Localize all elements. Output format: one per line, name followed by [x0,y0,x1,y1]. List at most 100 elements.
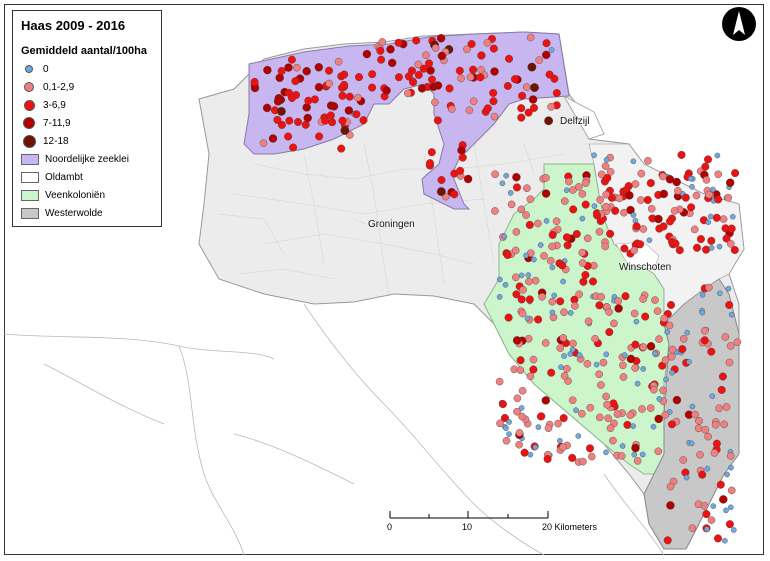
point-class-3 [666,501,675,510]
point-class-2 [483,104,492,113]
point-class-2 [504,313,513,322]
point-class-2 [581,200,590,209]
point-class-3 [646,342,656,351]
point-class-3 [436,34,446,43]
point-class-0 [717,290,723,297]
legend-dot-icon [21,117,37,129]
point-class-2 [489,44,498,53]
point-class-2 [586,444,595,453]
point-class-2 [696,235,705,244]
point-class-2 [310,95,319,104]
point-class-1 [378,38,387,46]
point-class-0 [656,396,663,402]
point-class-3 [625,191,634,200]
point-class-3 [362,49,372,59]
point-class-2 [698,470,707,479]
legend-swatch [21,153,39,165]
point-class-1 [523,184,531,192]
point-class-1 [466,73,475,81]
point-class-2 [579,277,588,286]
point-class-1 [596,413,604,422]
point-class-3 [665,175,675,184]
point-class-1 [668,345,677,354]
point-class-2 [458,153,467,162]
point-class-2 [668,420,677,429]
point-class-2 [555,259,564,268]
point-class-2 [394,73,403,82]
point-class-1 [561,197,569,205]
point-class-1 [575,183,583,191]
legend-item-class-0: 0 [21,61,49,77]
point-class-1 [546,256,555,265]
legend: Haas 2009 - 2016 Gemiddeld aantal/100ha … [12,10,162,227]
point-class-1 [701,326,709,335]
point-class-3 [268,134,278,143]
point-class-0 [724,471,730,478]
point-class-0 [524,315,531,322]
point-class-2 [345,92,354,101]
point-class-1 [529,355,538,364]
point-class-1 [465,106,474,115]
point-class-2 [394,38,403,47]
point-class-1 [727,486,736,495]
point-class-1 [463,45,471,54]
point-class-0 [707,213,714,220]
north-arrow-icon [722,7,756,41]
point-class-1 [710,449,719,457]
point-class-2 [455,66,464,75]
point-class-2 [707,347,716,356]
point-class-2 [534,315,543,324]
point-class-2 [725,301,734,310]
point-class-2 [717,385,726,394]
point-class-2 [641,312,650,321]
point-class-1 [704,432,712,441]
point-class-0 [683,474,690,481]
point-class-2 [505,54,514,63]
point-class-0 [684,329,691,336]
point-class-2 [611,206,620,215]
point-class-2 [476,73,485,82]
point-class-3 [302,103,311,112]
point-class-0 [506,431,512,437]
place-label-groningen: Groningen [368,219,415,230]
point-class-2 [467,40,476,49]
point-class-1 [540,252,548,260]
point-class-1 [595,227,604,236]
point-class-1 [692,191,701,200]
point-class-3 [344,106,354,115]
point-class-4 [530,83,539,93]
point-class-2 [512,290,521,299]
point-class-0 [558,364,564,371]
point-class-2 [593,211,602,220]
point-class-1 [568,396,577,405]
legend-label: 12-18 [43,135,69,147]
point-class-0 [532,444,539,451]
point-class-1 [606,167,615,176]
legend-subtitle: Gemiddeld aantal/100ha [21,45,147,57]
point-class-1 [512,228,521,236]
point-class-2 [408,66,417,75]
point-class-2 [524,108,533,117]
point-class-2 [477,51,486,60]
point-class-1 [518,412,526,421]
point-class-0 [549,309,556,316]
point-class-2 [412,36,421,45]
point-class-1 [526,195,535,203]
point-class-1 [552,217,561,225]
point-class-0 [603,449,609,456]
point-class-0 [603,351,610,358]
point-class-2 [727,224,736,233]
scale-bar: 0 10 20 Kilometers [386,508,616,538]
point-class-1 [722,403,731,411]
point-class-1 [548,242,556,251]
point-class-1 [535,56,544,65]
point-class-2 [702,510,711,519]
point-class-2 [513,183,522,192]
point-class-1 [578,259,587,267]
point-class-3 [417,84,427,93]
point-class-1 [655,335,663,343]
point-class-1 [597,170,606,179]
point-class-1 [457,74,465,83]
point-class-1 [726,452,735,460]
point-class-2 [250,77,259,86]
